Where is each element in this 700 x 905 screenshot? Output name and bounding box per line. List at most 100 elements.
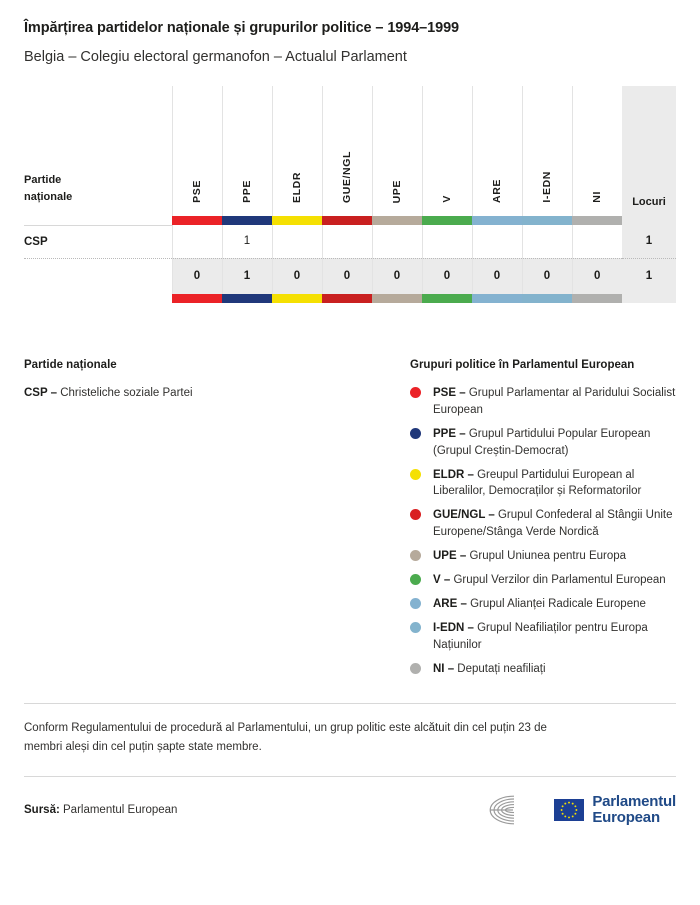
color-strip-gue-ngl xyxy=(322,294,372,303)
total-gue-ngl: 0 xyxy=(321,257,372,294)
footnote-divider xyxy=(24,703,676,705)
totals-row-label xyxy=(24,257,172,294)
column-header-v: V xyxy=(421,86,472,216)
group-name: Grupul Alianței Radicale Europene xyxy=(470,597,646,610)
group-color-strip-row-bottom xyxy=(24,294,676,303)
cell-ppe: 1 xyxy=(221,225,272,258)
group-abbr: ARE – xyxy=(433,597,471,610)
group-color-dot-icon xyxy=(410,550,421,562)
group-name: Grupul Partidului Popular European (Grup… xyxy=(433,427,651,457)
column-header-eldr: ELDR xyxy=(271,86,322,216)
legends-section: Partide naționale CSP – Christeliche soz… xyxy=(24,359,676,684)
table-header-row: Partide naționale PSE PPE ELDR GUE/NGL UPE V A… xyxy=(24,86,676,216)
group-name: Grupul Parlamentar al Paridului Socialis… xyxy=(433,387,676,416)
color-strip-gue-ngl xyxy=(322,216,372,225)
source-text: Sursă: Parlamentul European xyxy=(24,804,177,816)
infographic-page: Împărțirea partidelor naționale și grupu… xyxy=(0,20,700,905)
political-group-item: ELDR – Greupul Partidului European al Li… xyxy=(410,467,676,501)
cell-pse xyxy=(171,225,222,258)
row-party-label: CSP xyxy=(24,224,172,258)
page-title: Împărțirea partidelor naționale și grupu… xyxy=(24,20,459,36)
european-parliament-logo: Parlamentul European xyxy=(484,793,676,827)
seat-distribution-table: Partide naționale PSE PPE ELDR GUE/NGL UPE V A… xyxy=(24,86,676,303)
cell-ni xyxy=(571,225,622,258)
group-color-dot-icon xyxy=(410,621,421,633)
eu-flag-icon xyxy=(554,798,585,821)
table-row: CSP 1 1 xyxy=(24,224,676,258)
total-eldr: 0 xyxy=(271,257,322,294)
group-color-dot-icon xyxy=(410,387,421,398)
color-strip-eldr xyxy=(272,294,322,303)
total-upe: 0 xyxy=(371,257,422,294)
row-header-line2: naționale xyxy=(24,190,73,203)
source-bar: Sursă: Parlamentul European xyxy=(24,793,676,827)
strip-spacer-bottom xyxy=(24,294,172,303)
political-group-item: UPE – Grupul Uniunea pentru Europa xyxy=(410,548,676,565)
column-header-label: PSE xyxy=(190,180,203,203)
row-header-label: Partide naționale xyxy=(24,86,172,216)
group-color-dot-icon xyxy=(410,574,421,586)
group-abbr: PPE – xyxy=(433,427,469,440)
total-i-edn: 0 xyxy=(521,257,572,294)
grand-total-seats: 1 xyxy=(622,257,676,294)
color-strip-upe xyxy=(372,294,422,303)
page-subtitle: Belgia – Colegiu electoral germanofon – … xyxy=(24,49,407,65)
hemicycle-icon xyxy=(489,795,515,825)
color-strip-are xyxy=(472,216,522,225)
column-header-label: ARE xyxy=(490,179,503,203)
national-party-name: Christeliche soziale Partei xyxy=(60,387,193,399)
seats-column-header: Locuri xyxy=(622,86,676,216)
column-header-gue-ngl: GUE/NGL xyxy=(321,86,372,216)
political-group-item: V – Grupul Verzilor din Parlamentul Euro… xyxy=(410,572,676,589)
group-name: Deputați neafiliați xyxy=(457,662,546,675)
row-seats-total: 1 xyxy=(622,225,676,258)
column-header-i-edn: I-EDN xyxy=(521,86,572,216)
footnote-text: Conform Regulamentului de procedură al P… xyxy=(24,722,547,754)
political-group-item: ARE – Grupul Alianței Radicale Europene xyxy=(410,596,676,613)
color-strip-eldr xyxy=(272,216,322,225)
column-header-ppe: PPE xyxy=(221,86,272,216)
political-groups-legend: Grupuri politice în Parlamentul European… xyxy=(410,359,676,684)
column-header-ni: NI xyxy=(571,86,622,216)
column-header-label: I-EDN xyxy=(540,171,553,203)
cell-gue-ngl xyxy=(321,225,372,258)
table-body: CSP 1 1 xyxy=(24,224,676,258)
group-color-strip-row xyxy=(24,216,676,225)
group-name: Grupul Neafiliaților pentru Europa Națiu… xyxy=(433,621,648,651)
group-color-dot-icon xyxy=(410,662,421,674)
political-groups-heading: Grupuri politice în Parlamentul European xyxy=(410,359,635,371)
total-v: 0 xyxy=(421,257,472,294)
column-header-label: PPE xyxy=(240,180,253,203)
total-are: 0 xyxy=(471,257,522,294)
group-name: Grupul Uniunea pentru Europa xyxy=(469,550,627,563)
source-label: Sursă: xyxy=(24,803,60,816)
national-party-item: CSP – Christeliche soziale Partei xyxy=(24,385,410,402)
group-abbr: PSE – xyxy=(433,387,469,399)
group-color-dot-icon xyxy=(410,427,421,439)
color-strip-pse xyxy=(172,216,222,225)
column-header-label: GUE/NGL xyxy=(340,150,353,203)
color-strip-pse xyxy=(172,294,222,303)
row-header-line1: Partide xyxy=(24,173,62,186)
seat-distribution-table-wrap: Partide naționale PSE PPE ELDR GUE/NGL UPE V A… xyxy=(24,86,676,303)
group-name: Greupul Partidului European al Liberalil… xyxy=(433,468,642,498)
national-parties-heading: Partide naționale xyxy=(24,359,117,371)
political-group-item: PPE – Grupul Partidului Popular European… xyxy=(410,426,676,460)
group-abbr: ELDR – xyxy=(433,468,478,481)
total-ppe: 1 xyxy=(221,257,272,294)
column-header-label: V xyxy=(440,195,453,203)
national-parties-legend: Partide naționale CSP – Christeliche soz… xyxy=(24,359,410,402)
political-groups-list: PSE – Grupul Parlamentar al Paridului So… xyxy=(410,385,676,677)
group-name: Grupul Confederal al Stângii Unite Europ… xyxy=(433,509,673,539)
total-pse: 0 xyxy=(171,257,222,294)
cell-eldr xyxy=(271,225,322,258)
seats-strip-spacer xyxy=(622,294,676,303)
group-abbr: NI – xyxy=(433,662,458,675)
column-header-label: NI xyxy=(591,191,603,203)
national-party-abbr: CSP – xyxy=(24,387,61,399)
source-value: Parlamentul European xyxy=(63,803,178,816)
logo-line-1: Parlamentul xyxy=(592,792,676,810)
column-header-upe: UPE xyxy=(371,86,422,216)
group-color-dot-icon xyxy=(410,597,421,609)
color-strip-are xyxy=(472,294,522,303)
